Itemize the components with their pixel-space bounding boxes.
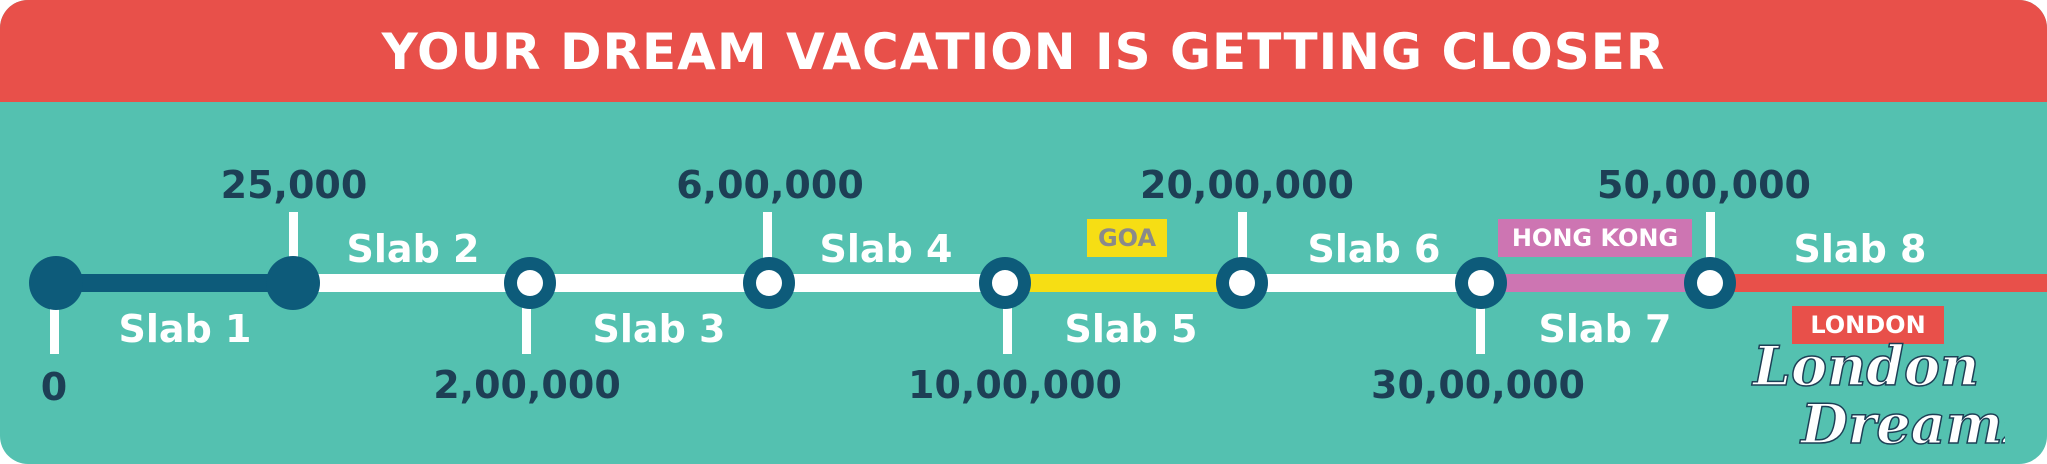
milestone-label: 6,00,000	[676, 163, 864, 207]
milestone-label: 50,00,000	[1597, 163, 1811, 207]
slab-5-segment	[1005, 274, 1242, 292]
slab-label: Slab 8	[1793, 227, 1927, 271]
slab-label: Slab 5	[1064, 307, 1198, 351]
banner: YOUR DREAM VACATION IS GETTING CLOSER	[0, 0, 2047, 102]
slab-label: Slab 3	[592, 307, 726, 351]
slab-label: Slab 4	[819, 227, 953, 271]
node-200000	[504, 257, 556, 309]
node-1000000	[979, 257, 1031, 309]
milestone-label: 25,000	[220, 163, 368, 207]
logo-line-2: Dreamz	[1799, 392, 2005, 455]
slab-4-segment	[769, 274, 1005, 292]
node-5000000	[1684, 257, 1736, 309]
milestone-label: 20,00,000	[1140, 163, 1354, 207]
slab-1-segment	[56, 274, 293, 292]
slab-6-segment	[1242, 274, 1481, 292]
destination-tag-goa: GOA	[1087, 219, 1167, 257]
tick-2000000	[1238, 212, 1247, 262]
node-25000	[266, 256, 320, 310]
tick-200000	[522, 300, 531, 354]
logo-line-1: London	[1751, 335, 1979, 398]
slab-label: Slab 2	[346, 227, 480, 271]
node-2000000	[1216, 257, 1268, 309]
node-3000000	[1455, 257, 1507, 309]
tick-5000000	[1706, 212, 1715, 262]
slab-label: Slab 7	[1538, 307, 1672, 351]
slab-2-segment	[293, 274, 530, 292]
tick-600000	[763, 212, 772, 262]
milestone-label: 30,00,000	[1371, 363, 1585, 407]
slab-label: Slab 6	[1307, 227, 1441, 271]
slab-label: Slab 1	[118, 307, 252, 351]
milestone-label: 10,00,000	[908, 363, 1122, 407]
slab-8-segment	[1710, 274, 2047, 292]
node-600000	[743, 257, 795, 309]
tick-3000000	[1476, 300, 1485, 354]
london-dreamz-logo: London Dreamz	[1750, 335, 2005, 455]
tick-25000	[289, 212, 298, 262]
milestone-label: 2,00,000	[433, 363, 621, 407]
milestone-label: 0	[40, 365, 68, 409]
destination-tag-london: LONDON	[1792, 306, 1944, 344]
banner-title: YOUR DREAM VACATION IS GETTING CLOSER	[381, 23, 1666, 81]
tick-0	[50, 300, 59, 354]
tick-1000000	[1003, 300, 1012, 354]
slab-7-segment	[1481, 274, 1710, 292]
destination-tag-hong-kong: HONG KONG	[1498, 219, 1692, 257]
node-0	[29, 256, 83, 310]
slab-3-segment	[530, 274, 769, 292]
